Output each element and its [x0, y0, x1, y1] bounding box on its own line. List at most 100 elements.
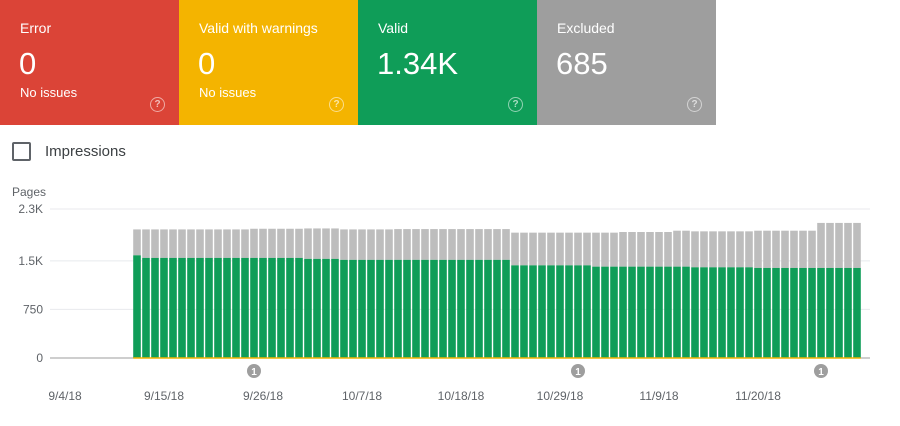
bar-excluded	[394, 229, 402, 260]
bar-valid	[178, 257, 186, 358]
bar-valid	[421, 259, 429, 358]
bar-excluded	[403, 229, 411, 260]
help-icon[interactable]: ?	[329, 97, 344, 112]
bar-valid	[763, 267, 771, 358]
bar-excluded	[187, 229, 195, 258]
bar-valid	[781, 267, 789, 358]
bar-excluded	[277, 228, 285, 258]
bar-valid	[169, 257, 177, 358]
bar-excluded	[295, 228, 303, 258]
x-tick-label: 9/15/18	[144, 389, 184, 403]
bar-valid	[340, 259, 348, 358]
error-card[interactable]: Error 0 No issues ?	[0, 0, 179, 125]
bar-valid	[331, 258, 339, 358]
bar-excluded	[466, 229, 474, 260]
impressions-checkbox[interactable]	[12, 142, 31, 161]
bar-valid	[745, 267, 753, 358]
warnings-card-status: No issues	[199, 85, 257, 100]
bar-valid	[223, 257, 231, 358]
bar-valid	[718, 267, 726, 358]
y-tick-label: 1.5K	[18, 254, 43, 268]
impressions-label: Impressions	[45, 143, 126, 160]
x-tick-label: 10/18/18	[438, 389, 485, 403]
bar-valid	[358, 259, 366, 358]
bar-excluded	[331, 228, 339, 259]
bar-valid	[835, 267, 843, 358]
bar-valid	[853, 267, 861, 358]
bar-valid	[772, 267, 780, 358]
bar-excluded	[628, 231, 636, 267]
annotation-marker-label: 1	[818, 367, 824, 378]
bar-excluded	[385, 229, 393, 260]
bar-excluded	[709, 231, 717, 268]
bar-excluded	[205, 229, 213, 258]
warnings-card[interactable]: Valid with warnings 0 No issues ?	[179, 0, 358, 125]
bar-excluded	[772, 230, 780, 268]
bar-valid	[619, 266, 627, 358]
bar-excluded	[574, 232, 582, 266]
bar-valid	[313, 258, 321, 358]
bar-excluded	[565, 232, 573, 266]
bar-excluded	[592, 232, 600, 267]
bar-excluded	[529, 232, 537, 266]
bar-valid	[826, 267, 834, 358]
bar-excluded	[232, 229, 240, 258]
bar-excluded	[835, 222, 843, 268]
impressions-toggle[interactable]: Impressions	[12, 142, 126, 161]
bar-excluded	[358, 229, 366, 260]
valid-card-label: Valid	[378, 20, 409, 36]
bar-valid	[574, 265, 582, 358]
bar-excluded	[646, 231, 654, 267]
bar-valid	[214, 257, 222, 358]
bar-valid	[592, 266, 600, 358]
bar-valid	[691, 267, 699, 358]
bar-valid	[268, 257, 276, 358]
bar-valid	[664, 266, 672, 358]
bar-excluded	[304, 228, 312, 259]
bar-excluded	[718, 231, 726, 268]
bar-excluded	[736, 231, 744, 268]
bar-valid	[646, 266, 654, 358]
bar-excluded	[682, 230, 690, 267]
x-tick-label: 9/26/18	[243, 389, 283, 403]
bar-valid	[538, 265, 546, 358]
help-icon[interactable]: ?	[687, 97, 702, 112]
bar-valid	[673, 266, 681, 358]
help-icon[interactable]: ?	[150, 97, 165, 112]
error-card-label: Error	[20, 20, 52, 36]
bar-excluded	[493, 229, 501, 260]
bar-valid	[205, 257, 213, 358]
x-tick-label: 10/29/18	[537, 389, 584, 403]
bar-excluded	[484, 229, 492, 260]
bar-valid	[601, 266, 609, 358]
bar-excluded	[781, 230, 789, 268]
bar-valid	[637, 266, 645, 358]
bar-valid	[151, 257, 159, 358]
valid-card[interactable]: Valid 1.34K ?	[358, 0, 537, 125]
bar-excluded	[502, 229, 510, 260]
bar-valid	[196, 257, 204, 358]
bar-valid	[466, 259, 474, 358]
bar-excluded	[133, 229, 141, 256]
bar-excluded	[655, 231, 663, 267]
annotation-marker	[571, 364, 585, 378]
help-icon[interactable]: ?	[508, 97, 523, 112]
bar-excluded	[601, 232, 609, 267]
y-tick-label: 2.3K	[18, 202, 43, 216]
bar-valid	[286, 257, 294, 358]
x-tick-label: 9/4/18	[48, 389, 82, 403]
bar-excluded	[619, 231, 627, 267]
bar-excluded	[376, 229, 384, 260]
bar-valid	[448, 259, 456, 358]
bar-valid	[610, 266, 618, 358]
bar-valid	[628, 266, 636, 358]
bar-valid	[808, 267, 816, 358]
bar-excluded	[844, 222, 852, 268]
bar-valid	[385, 259, 393, 358]
bar-excluded	[286, 228, 294, 258]
bar-excluded	[538, 232, 546, 266]
bar-excluded	[727, 231, 735, 268]
bar-valid	[736, 267, 744, 358]
excluded-card[interactable]: Excluded 685 ?	[537, 0, 716, 125]
